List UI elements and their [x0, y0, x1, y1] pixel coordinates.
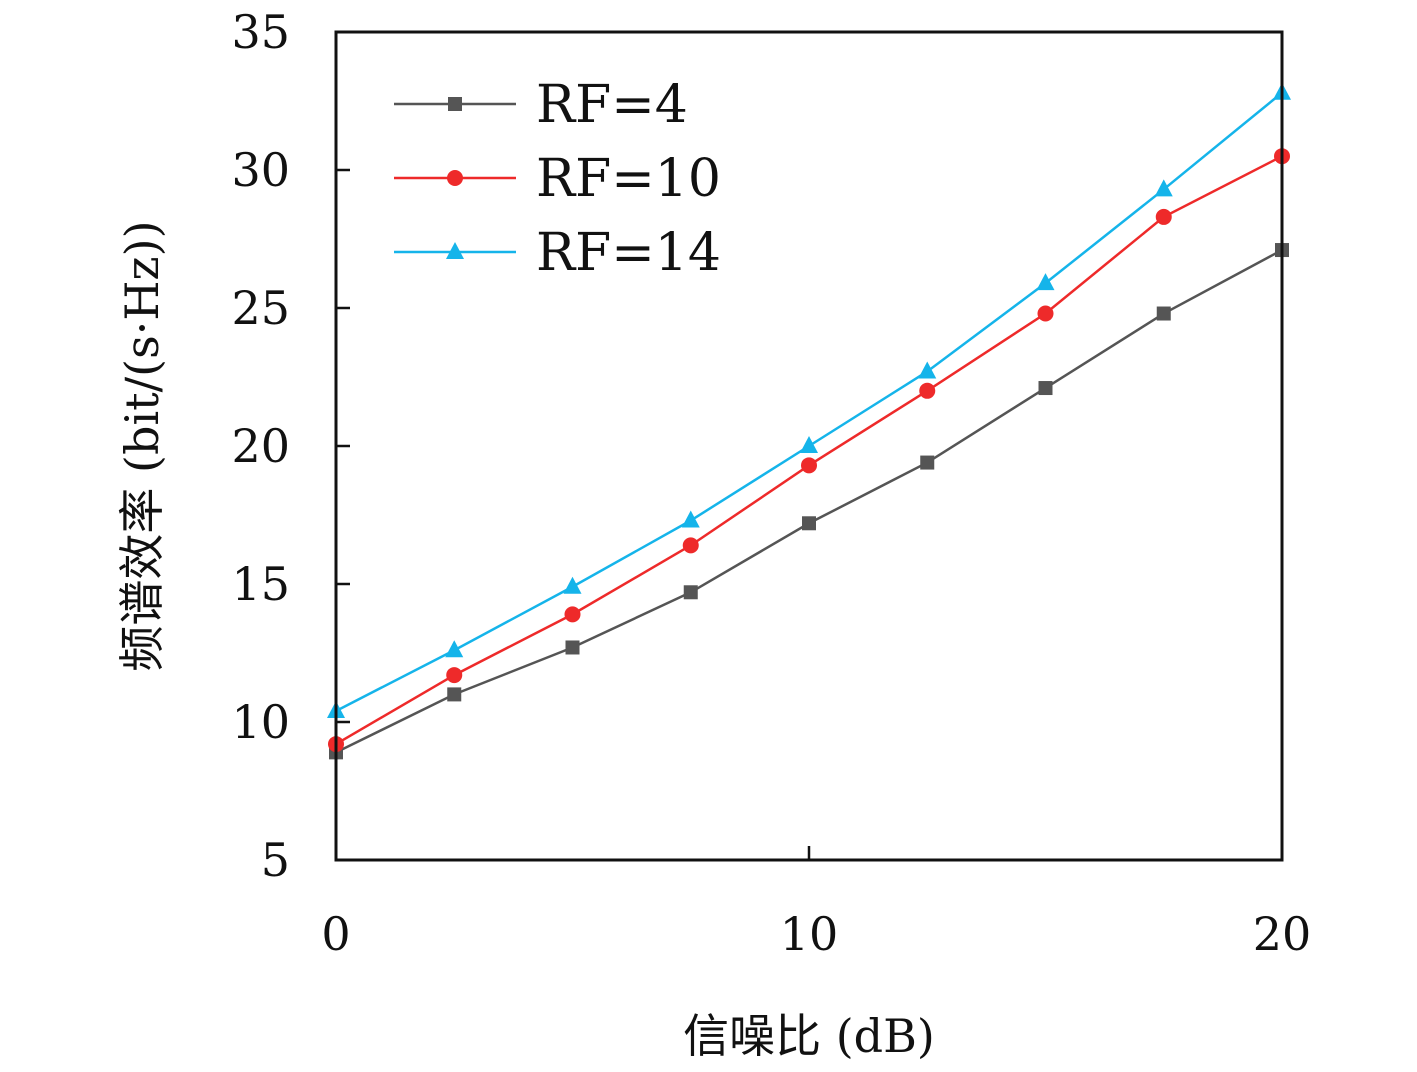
data-point [563, 576, 582, 594]
series-layer [327, 82, 1291, 760]
data-point [1155, 208, 1172, 225]
x-tick-label: 20 [1253, 907, 1312, 961]
y-tick-label: 20 [231, 419, 290, 473]
legend-item: RF=14 [394, 223, 721, 283]
legend-label: RF=10 [536, 149, 721, 209]
legend-item: RF=10 [394, 149, 721, 209]
data-point [918, 361, 937, 379]
data-point [564, 606, 581, 623]
x-axis-label: 信噪比 (dB) [683, 1009, 935, 1063]
data-point [681, 510, 700, 528]
data-point [919, 382, 936, 399]
y-tick-label: 5 [261, 833, 290, 887]
data-point [1036, 273, 1055, 291]
legend-marker [447, 170, 463, 186]
data-point [1038, 381, 1053, 396]
data-point [1154, 179, 1173, 197]
data-point [447, 687, 462, 702]
data-point [1037, 305, 1054, 322]
legend-marker [448, 97, 462, 111]
legend: RF=4 RF=10 RF=14 [394, 75, 721, 283]
y-tick-label: 25 [231, 281, 290, 335]
ticks-layer: 0 10 20 5 10 15 20 25 30 35 [231, 5, 1311, 961]
legend-label: RF=4 [536, 75, 688, 135]
data-point [683, 585, 698, 600]
y-axis-label: 频谱效率 (bit/(s·Hz)) [115, 220, 169, 671]
data-point [801, 457, 817, 474]
data-point [445, 640, 464, 658]
data-point [565, 640, 580, 655]
data-point [1156, 306, 1171, 321]
series-3 [327, 82, 1291, 718]
y-tick-label: 10 [231, 695, 290, 749]
x-tick-label: 0 [321, 907, 350, 961]
data-point [682, 537, 699, 554]
legend-marker [446, 242, 464, 259]
data-point [446, 667, 463, 684]
legend-item: RF=4 [394, 75, 688, 135]
x-tick-label: 10 [780, 907, 839, 961]
legend-label: RF=14 [536, 223, 721, 283]
data-point [800, 436, 818, 453]
series-2 [328, 148, 1290, 753]
y-tick-label: 35 [231, 5, 290, 59]
y-tick-label: 15 [231, 557, 290, 611]
y-tick-label: 30 [231, 143, 290, 197]
data-point [802, 516, 816, 531]
data-point [920, 455, 935, 470]
